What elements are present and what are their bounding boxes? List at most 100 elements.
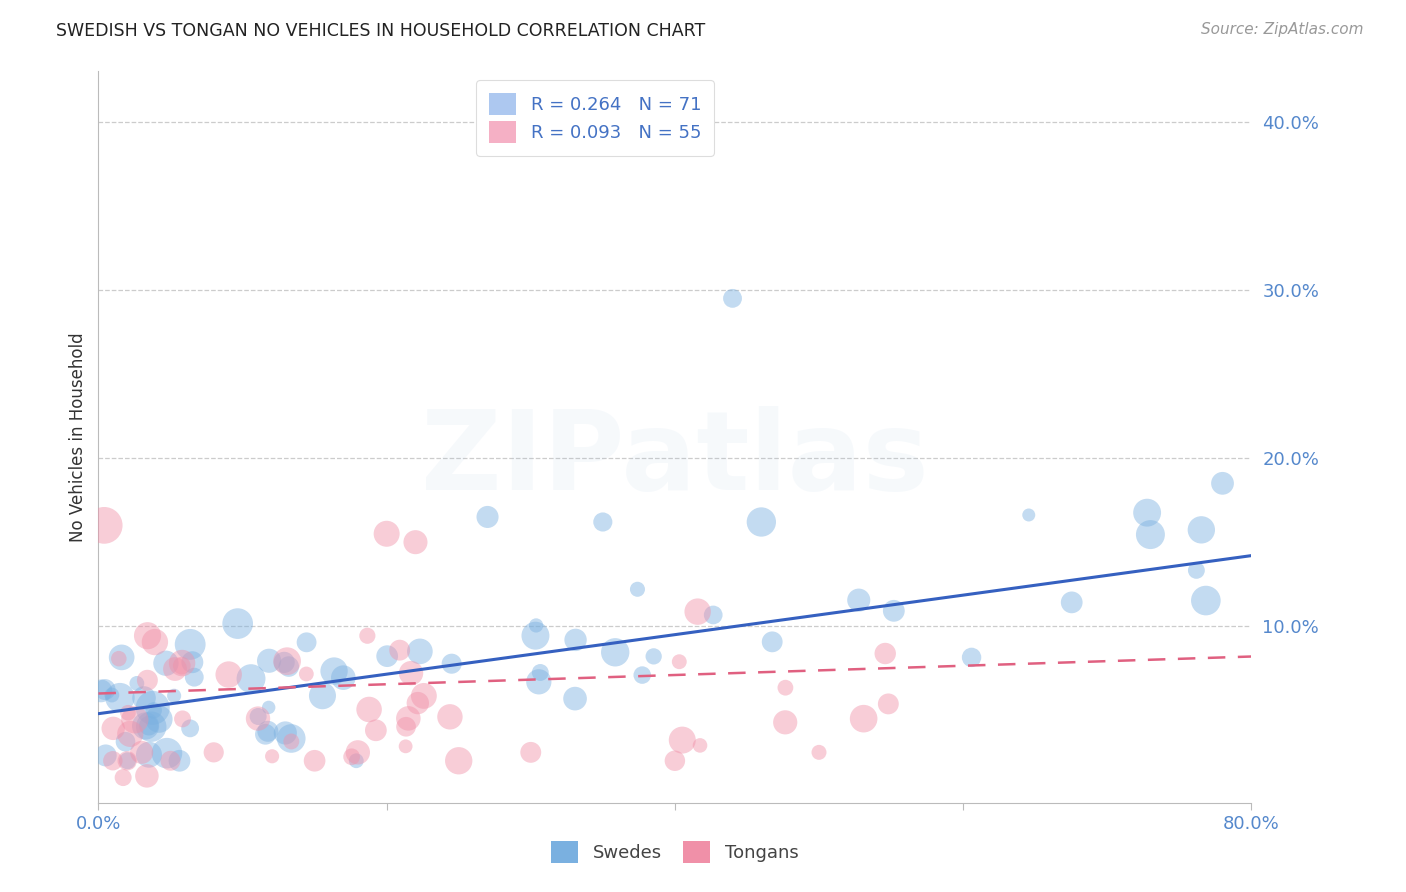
Point [396, 711, 419, 725]
Point [875, 647, 897, 661]
Point [143, 635, 166, 649]
Point [226, 616, 249, 631]
Point [135, 719, 157, 733]
Point [1185, 563, 1208, 577]
Point [1195, 593, 1218, 607]
Point [605, 645, 627, 659]
Point [101, 688, 124, 702]
Point [111, 650, 134, 665]
Point [364, 723, 387, 738]
Point [564, 691, 586, 706]
Point [1212, 476, 1234, 491]
Point [120, 727, 142, 741]
Point [1139, 527, 1161, 541]
Point [257, 654, 280, 668]
Point [169, 754, 191, 768]
Point [136, 673, 159, 688]
Point [257, 700, 280, 714]
Point [359, 702, 381, 716]
Point [375, 526, 398, 541]
Point [280, 734, 302, 748]
Point [163, 662, 186, 676]
Point [262, 749, 284, 764]
Point [141, 720, 163, 734]
Point [751, 515, 773, 529]
Point [529, 665, 551, 680]
Point [440, 657, 463, 671]
Point [332, 671, 354, 685]
Point [527, 674, 550, 689]
Point [773, 715, 796, 730]
Point [960, 650, 983, 665]
Point [94, 682, 117, 697]
Point [172, 656, 194, 670]
Point [1136, 506, 1159, 520]
Point [295, 635, 318, 649]
Point [520, 745, 543, 759]
Point [108, 651, 131, 665]
Point [273, 656, 295, 670]
Point [409, 644, 432, 658]
Point [114, 735, 136, 749]
Point [295, 667, 318, 681]
Point [276, 654, 298, 668]
Point [170, 658, 193, 673]
Point [686, 605, 709, 619]
Point [103, 722, 125, 736]
Point [172, 712, 194, 726]
Point [101, 754, 124, 768]
Point [117, 754, 139, 768]
Point [524, 629, 547, 643]
Point [1189, 523, 1212, 537]
Point [439, 710, 461, 724]
Point [311, 689, 333, 703]
Point [664, 754, 686, 768]
Point [90, 684, 112, 698]
Point [643, 649, 665, 664]
Point [112, 771, 135, 785]
Point [564, 632, 586, 647]
Point [136, 629, 159, 643]
Point [132, 691, 155, 706]
Point [668, 655, 690, 669]
Point [125, 676, 148, 690]
Point [247, 709, 270, 723]
Point [304, 754, 326, 768]
Point [181, 655, 204, 669]
Point [202, 745, 225, 759]
Point [877, 697, 900, 711]
Point [117, 754, 139, 768]
Point [274, 726, 297, 740]
Point [218, 667, 240, 681]
Point [1060, 595, 1083, 609]
Point [323, 664, 346, 678]
Point [124, 713, 146, 727]
Point [240, 672, 263, 686]
Point [179, 637, 201, 651]
Point [148, 712, 170, 726]
Y-axis label: No Vehicles in Household: No Vehicles in Household [69, 332, 87, 542]
Point [155, 657, 177, 671]
Point [775, 681, 797, 695]
Point [346, 745, 368, 759]
Point [375, 649, 398, 664]
Point [394, 739, 416, 754]
Point [159, 754, 181, 768]
Point [626, 582, 648, 597]
Point [156, 746, 179, 760]
Point [631, 668, 654, 682]
Point [254, 727, 277, 741]
Point [721, 291, 744, 305]
Point [344, 754, 367, 768]
Point [138, 747, 160, 762]
Point [883, 604, 905, 618]
Point [131, 745, 153, 759]
Point [848, 593, 870, 607]
Point [179, 722, 201, 736]
Point [808, 745, 831, 759]
Point [852, 712, 875, 726]
Point [524, 618, 547, 632]
Point [142, 701, 165, 715]
Point [138, 719, 160, 733]
Point [477, 510, 499, 524]
